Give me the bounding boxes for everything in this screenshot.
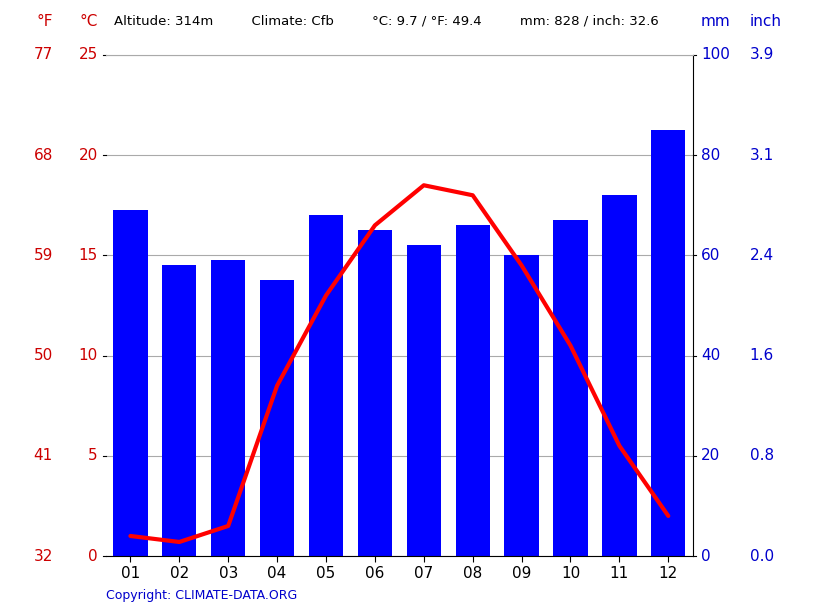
Text: 1.6: 1.6 [750,348,774,363]
Text: 68: 68 [33,148,53,163]
Text: 25: 25 [78,48,98,62]
Text: 59: 59 [33,248,53,263]
Bar [113,210,148,556]
Text: 20: 20 [701,448,720,463]
Bar [651,130,685,556]
Bar [407,246,441,556]
Text: Copyright: CLIMATE-DATA.ORG: Copyright: CLIMATE-DATA.ORG [106,589,297,602]
Text: 60: 60 [701,248,720,263]
Text: 50: 50 [33,348,53,363]
Text: inch: inch [750,14,782,29]
Text: 20: 20 [78,148,98,163]
Text: mm: mm [701,14,731,29]
Bar [504,255,539,556]
Text: 3.1: 3.1 [750,148,774,163]
Bar [553,221,588,556]
Text: 0.8: 0.8 [750,448,774,463]
Text: 80: 80 [701,148,720,163]
Text: 100: 100 [701,48,729,62]
Text: 40: 40 [701,348,720,363]
Text: 41: 41 [33,448,53,463]
Text: °F: °F [37,14,53,29]
Text: 10: 10 [78,348,98,363]
Text: 77: 77 [33,48,53,62]
Bar [211,260,245,556]
Text: 15: 15 [78,248,98,263]
Bar [260,280,294,556]
Text: 2.4: 2.4 [750,248,774,263]
Text: 0: 0 [88,549,98,563]
Text: °C: °C [79,14,98,29]
Text: 5: 5 [88,448,98,463]
Bar [456,225,490,556]
Text: 0.0: 0.0 [750,549,774,563]
Text: Altitude: 314m         Climate: Cfb         °C: 9.7 / °F: 49.4         mm: 828 /: Altitude: 314m Climate: Cfb °C: 9.7 / °F… [114,15,659,28]
Bar [309,215,343,556]
Text: 32: 32 [33,549,53,563]
Text: 3.9: 3.9 [750,48,774,62]
Text: 0: 0 [701,549,711,563]
Bar [602,196,637,556]
Bar [358,230,392,556]
Bar [162,265,196,556]
